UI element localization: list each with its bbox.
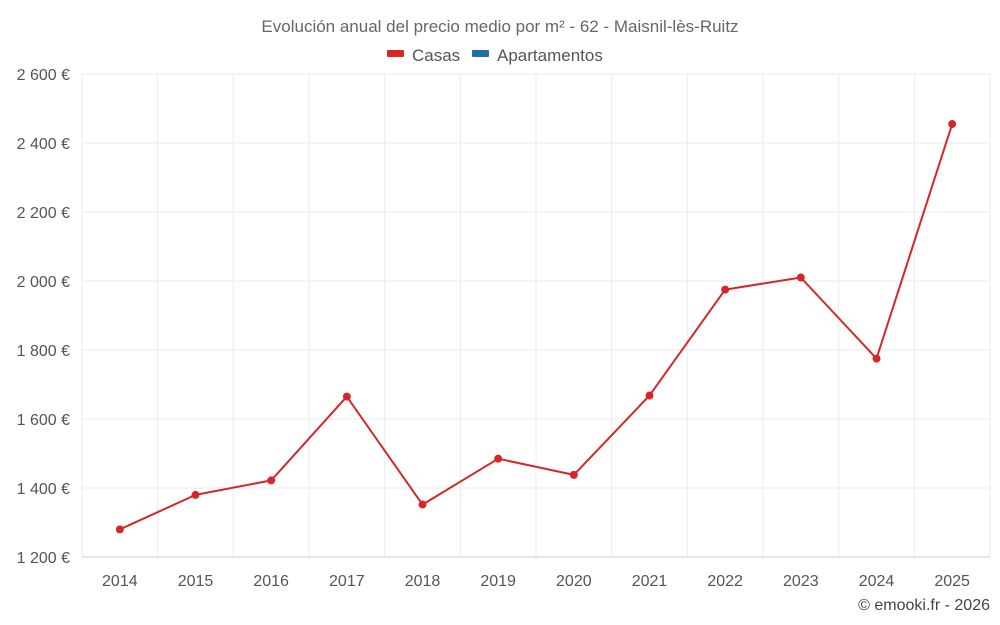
y-tick-label: 2 600 € (17, 67, 70, 84)
x-tick-label: 2014 (102, 573, 138, 590)
y-tick-label: 1 400 € (17, 481, 70, 498)
x-tick-label: 2024 (859, 573, 895, 590)
series-line-casas (119, 123, 954, 531)
legend-label-casas[interactable]: Casas (412, 46, 460, 65)
chart-title: Evolución anual del precio medio por m² … (261, 17, 738, 36)
x-tick-label: 2016 (253, 573, 289, 590)
credit-text: © emooki.fr - 2026 (858, 597, 990, 614)
series-layer (115, 120, 957, 534)
legend-swatch-casas (387, 50, 404, 57)
data-point-2015[interactable] (191, 490, 200, 499)
y-tick-label: 2 400 € (17, 136, 70, 153)
x-axis-labels: 2014 2015 2016 2017 2018 2019 2020 2021 2022 2023… (102, 573, 970, 590)
x-tick-label: 2022 (707, 573, 743, 590)
data-point-2020[interactable] (569, 470, 578, 479)
legend: Casas Apartamentos (387, 46, 603, 65)
y-tick-label: 1 800 € (17, 343, 70, 360)
x-tick-label: 2020 (556, 573, 592, 590)
x-tick-label: 2025 (934, 573, 970, 590)
y-axis-labels: 1 200 € 1 400 € 1 600 € 1 800 € 2 000 € 2 200… (17, 67, 70, 567)
x-tick-label: 2019 (480, 573, 516, 590)
data-point-2014[interactable] (115, 525, 124, 534)
y-tick-label: 2 200 € (17, 205, 70, 222)
x-tick-label: 2015 (178, 573, 214, 590)
x-tick-label: 2018 (405, 573, 441, 590)
legend-swatch-apartamentos (472, 50, 489, 57)
x-gridlines (81, 74, 991, 557)
data-point-2017[interactable] (342, 392, 351, 401)
data-point-2024[interactable] (872, 354, 881, 363)
data-point-2016[interactable] (267, 476, 276, 485)
x-tick-label: 2017 (329, 573, 365, 590)
y-tick-label: 1 200 € (17, 550, 70, 567)
data-point-2025[interactable] (948, 120, 957, 129)
y-tick-label: 1 600 € (17, 412, 70, 429)
data-point-2021[interactable] (645, 391, 654, 400)
data-point-2019[interactable] (494, 454, 503, 463)
legend-label-apartamentos[interactable]: Apartamentos (497, 46, 603, 65)
x-tick-label: 2023 (783, 573, 819, 590)
data-point-2018[interactable] (418, 500, 427, 509)
data-point-2022[interactable] (721, 285, 730, 294)
data-point-2023[interactable] (796, 273, 805, 282)
y-tick-label: 2 000 € (17, 274, 70, 291)
x-tick-label: 2021 (632, 573, 668, 590)
